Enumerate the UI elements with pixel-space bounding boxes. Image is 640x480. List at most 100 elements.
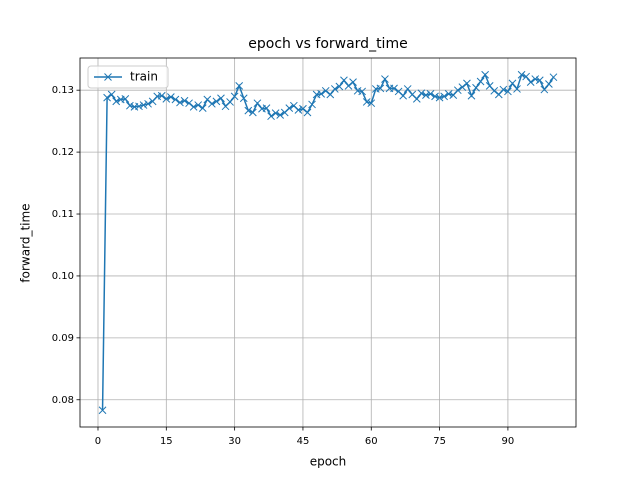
marker [194,101,203,109]
marker [517,70,526,79]
marker [135,102,143,111]
marker [431,92,439,101]
marker [208,99,216,108]
marker [321,86,330,95]
marker [490,86,499,95]
marker [376,84,385,93]
marker [98,406,107,415]
marker [171,95,180,104]
marker [326,90,335,99]
y-tick-label: 0.11 [52,209,74,220]
marker [458,83,467,91]
marker [522,72,530,81]
marker [308,100,316,109]
marker [267,112,275,121]
marker [381,75,389,83]
y-tick-label: 0.09 [52,333,74,344]
marker [335,82,344,91]
marker [167,93,175,101]
marker [248,108,257,117]
marker [189,103,198,111]
marker [235,82,244,90]
marker [344,82,353,90]
marker [513,85,521,93]
marker [230,92,239,101]
marker [499,85,508,94]
marker [294,106,303,114]
x-tick-label: 30 [228,436,241,447]
y-tick-label: 0.08 [52,395,74,406]
marker [358,87,367,96]
marker [412,95,421,103]
x-tick-label: 60 [365,436,378,447]
x-tick-label: 15 [160,436,173,447]
marker [540,85,549,94]
marker [440,92,448,101]
marker [444,90,453,98]
marker [481,70,489,79]
x-tick-label: 75 [433,436,446,447]
marker [276,111,285,119]
marker [340,76,348,85]
marker [526,78,535,86]
marker [285,104,294,113]
marker [330,85,339,93]
marker [217,94,225,103]
x-tick-label: 45 [297,436,310,447]
marker [107,90,116,99]
y-tick-label: 0.13 [52,85,74,96]
marker [467,91,476,100]
x-tick-label: 0 [95,436,101,447]
marker [317,90,326,98]
marker [253,99,262,108]
marker [422,91,430,100]
marker [244,106,253,115]
marker [472,83,480,92]
marker [453,86,462,95]
plot-frame [79,57,577,428]
chart-title: epoch vs forward_time [248,36,407,52]
x-tick-label: 90 [502,436,515,447]
y-tick-label: 0.12 [52,147,74,158]
marker [399,91,408,100]
marker [144,99,152,108]
marker [271,109,280,117]
marker [299,104,307,113]
marker [262,104,271,113]
marker [508,79,517,88]
marker [476,77,485,86]
legend-box [87,65,169,89]
legend-marker [104,73,112,81]
marker [303,108,312,117]
marker [198,104,207,113]
marker [121,95,130,103]
marker [504,87,512,96]
marker [126,101,134,110]
marker [531,75,540,83]
marker [157,91,166,100]
marker [435,93,444,102]
marker [139,101,148,109]
y-axis-label: forward_time [19,203,33,282]
marker [212,97,221,106]
x-axis-label: epoch [310,455,347,469]
marker [367,99,376,108]
marker [426,90,435,98]
marker [162,95,171,103]
marker [362,98,371,106]
marker [349,78,357,86]
marker [390,84,398,93]
marker [535,76,544,85]
marker [180,96,189,105]
marker [226,98,234,106]
marker [103,93,111,102]
marker [239,94,248,103]
marker [112,97,121,106]
marker [545,80,553,88]
y-tick-label: 0.10 [52,271,74,282]
marker [549,73,558,82]
legend-label: train [130,70,158,84]
marker [176,98,184,107]
marker [463,79,471,88]
